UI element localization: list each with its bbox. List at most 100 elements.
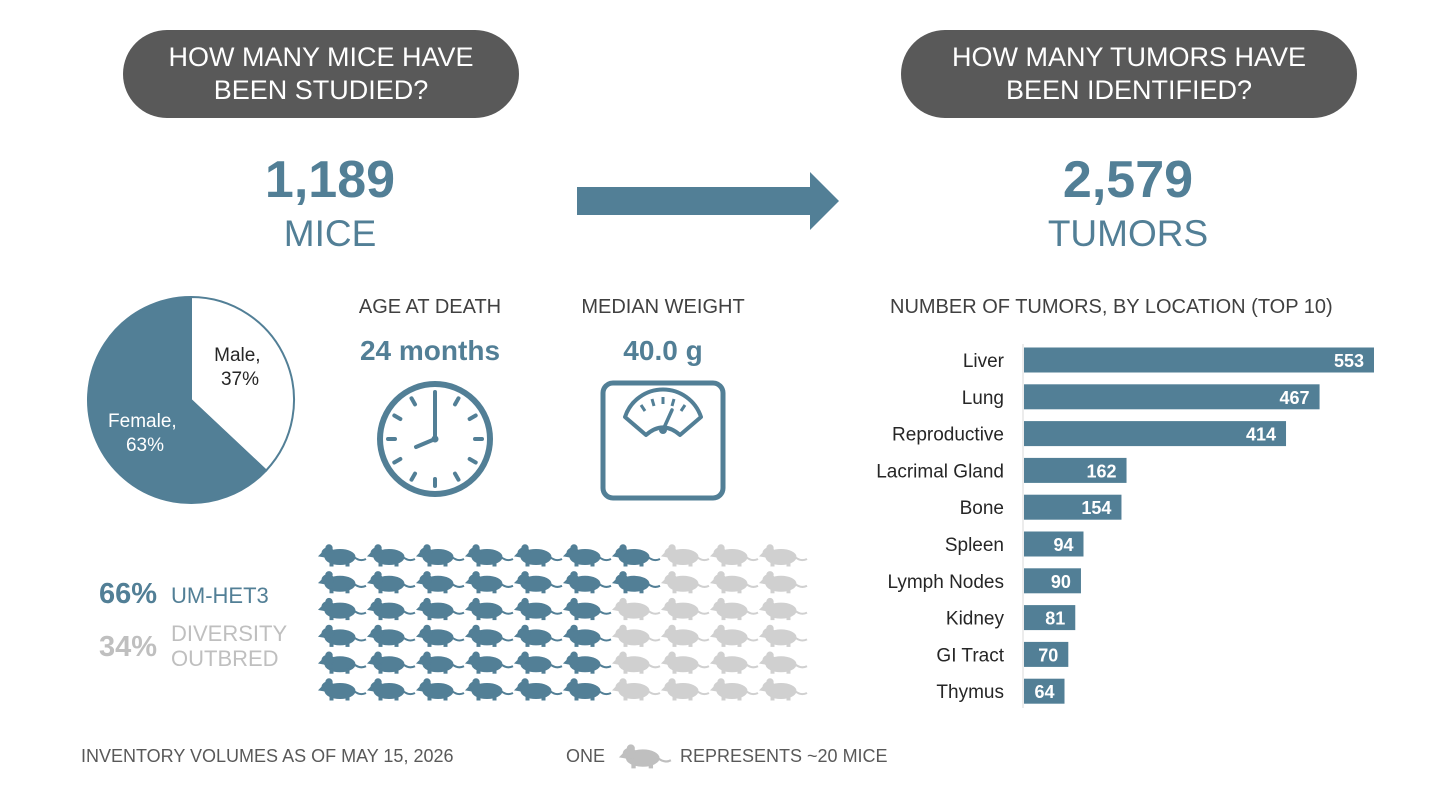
mouse-icon-um-het3 [367,597,416,621]
pie-label-female: Female, 63% [108,411,182,456]
pie-slice-female [87,295,268,504]
mouse-icon-diversity [710,624,759,648]
pie-label-female-line1: Female, [108,411,177,432]
clock-tick [392,413,403,421]
pie-label-male-line1: Male, [214,345,260,366]
bar-kidney [1024,605,1076,631]
weight-label: MEDIAN WEIGHT [581,296,745,318]
diversity-percent: 34% [99,631,158,663]
age-label: AGE AT DEATH [358,296,502,318]
bar-thymus [1024,678,1065,704]
mouse-icon-um-het3 [367,677,416,701]
clock-tick [392,457,403,465]
clock-tick [453,471,461,482]
mouse-icon-diversity [759,677,808,701]
bar-value-label: 64 [1034,682,1054,702]
mouse-icon-um-het3 [514,651,563,675]
bar-category-label: Lacrimal Gland [876,461,1004,482]
mouse-icon-um-het3 [318,543,367,567]
clock-tick [467,457,478,465]
mouse-icon-um-het3 [318,597,367,621]
um-het3-label: UM-HET3 [171,583,269,608]
bar-category-label: GI Tract [936,645,1004,666]
mouse-icon-um-het3 [465,570,514,594]
mouse-icon-um-het3 [416,543,465,567]
clock-tick [409,396,417,407]
mouse-icon-um-het3 [416,597,465,621]
mouse-icon-diversity [710,570,759,594]
mouse-icon-diversity [612,677,661,701]
bar-value-label: 70 [1038,645,1058,665]
bar-category-label: Spleen [945,535,1004,556]
mouse-icon-diversity [710,677,759,701]
weight-value: 40.0 g [623,335,703,366]
legend-suffix: REPRESENTS ~20 MICE [680,746,888,766]
bar-lacrimal-gland [1024,457,1127,483]
bar-lung [1024,384,1320,410]
clock-tick [453,396,461,407]
mouse-icon-diversity [661,543,710,567]
bar-gi-tract [1024,641,1069,667]
mouse-icon-um-het3 [318,624,367,648]
bar-category-label: Bone [960,498,1004,519]
bar-value-label: 154 [1081,498,1111,518]
mouse-icon-um-het3 [514,597,563,621]
bar-category-label: Lung [962,388,1004,409]
mouse-icon-um-het3 [465,677,514,701]
mouse-icon-um-het3 [612,570,661,594]
mice-total: 1,189 [264,151,396,209]
age-value: 24 months [359,335,501,366]
clock-icon [377,381,493,497]
mouse-icon-diversity [661,597,710,621]
mouse-icon-um-het3 [367,570,416,594]
mouse-icon-um-het3 [318,677,367,701]
mouse-icon-um-het3 [367,624,416,648]
mouse-icon-um-het3 [563,543,612,567]
bar-value-label: 90 [1051,572,1071,592]
mouse-icon-um-het3 [514,677,563,701]
bar-spleen [1024,531,1084,557]
bar-category-label: Liver [963,351,1005,372]
um-het3-percent: 66% [99,578,158,610]
bar-category-label: Reproductive [892,425,1004,446]
tumors-unit: TUMORS [1047,213,1209,254]
mouse-icon-um-het3 [563,677,612,701]
mouse-icon-um-het3 [465,543,514,567]
weighing-scale-icon [600,380,726,501]
mouse-icon-diversity [661,677,710,701]
mouse-icon-diversity [759,570,808,594]
mouse-icon-diversity [759,543,808,567]
mouse-icon [618,744,673,769]
mouse-icon-um-het3 [514,624,563,648]
mouse-icon-um-het3 [465,597,514,621]
mice-question: HOW MANY MICE HAVE BEEN STUDIED? [168,42,474,105]
bar-value-label: 94 [1053,535,1073,555]
mouse-icon-um-het3 [514,570,563,594]
mouse-icon-diversity [612,597,661,621]
clock-tick [409,471,417,482]
sex-pie-chart: Male, 37% Female, 63% [87,295,295,504]
bar-value-label: 467 [1280,388,1310,408]
mouse-icon-diversity [661,651,710,675]
clock-tick [467,413,478,421]
mice-question-pill: HOW MANY MICE HAVE BEEN STUDIED? [123,30,519,118]
mouse-icon-um-het3 [416,570,465,594]
mouse-icon-um-het3 [416,677,465,701]
pie-label-male-line2: 37% [221,369,259,390]
inventory-note: INVENTORY VOLUMES AS OF MAY 15, 2026 [81,746,454,766]
bar-value-label: 414 [1246,425,1276,445]
bar-reproductive [1024,421,1287,447]
mouse-icon-diversity [612,651,661,675]
mouse-icon-um-het3 [465,624,514,648]
mouse-icon-um-het3 [367,651,416,675]
pie-slice-male [190,295,295,472]
mouse-icon-diversity [661,624,710,648]
right-arrow-icon [577,172,839,230]
mouse-icon-diversity [661,570,710,594]
mouse-icon-um-het3 [367,543,416,567]
legend-prefix: ONE [566,746,606,766]
mouse-icon-um-het3 [318,651,367,675]
bar-bone [1024,494,1122,520]
mouse-icon-um-het3 [612,543,661,567]
mouse-icon-um-het3 [563,597,612,621]
